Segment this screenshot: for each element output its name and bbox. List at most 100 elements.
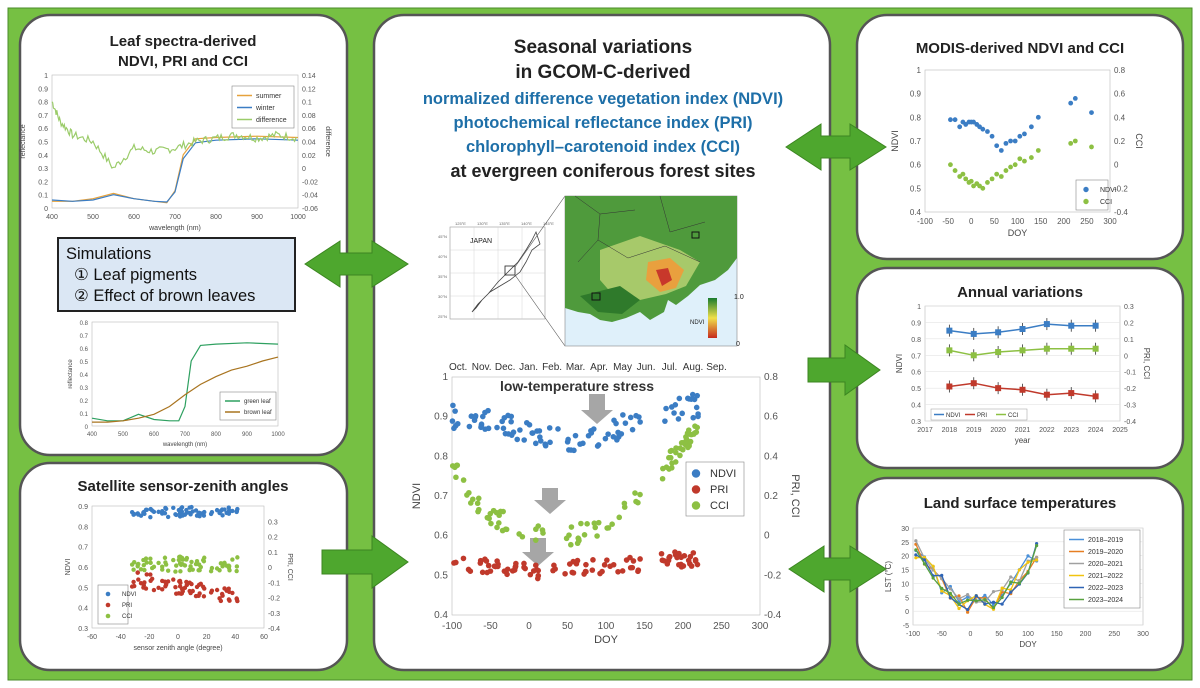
point-ndvi <box>662 418 668 424</box>
chart-seasonal-main: 0.4 0.5 0.6 0.7 0.8 0.9 1 -0.4 -0.2 0 0.2 0.4 0.6 0.8… <box>411 362 801 646</box>
point-ndvi <box>220 513 225 518</box>
point-cci <box>176 557 182 563</box>
point-cci <box>453 474 459 481</box>
point-pri <box>604 557 610 563</box>
point-cci <box>687 438 694 445</box>
point-cci <box>519 533 526 540</box>
center-title-line2: in GCOM-C-derived <box>515 62 690 83</box>
x-tick-label: -100 <box>442 621 462 632</box>
y-tick-label: 0.6 <box>911 370 921 377</box>
point-cci <box>196 562 202 567</box>
lst-point <box>991 600 996 604</box>
point-cci <box>201 559 207 564</box>
point-cci <box>568 541 574 548</box>
x-tick-label: 200 <box>1057 217 1071 226</box>
point-cci <box>208 568 214 574</box>
lat-label: 35°N <box>438 274 447 279</box>
month-label: Sep. <box>706 362 727 373</box>
legend-label: NDVI <box>122 592 137 598</box>
point-pri <box>151 587 157 593</box>
lst-point <box>922 558 927 562</box>
zenith-title: Satellite sensor-zenith angles <box>78 478 289 495</box>
point-ndvi <box>1012 138 1018 144</box>
y2-tick-label: 0.3 <box>268 519 278 526</box>
point-pri <box>680 563 687 569</box>
lst-point <box>931 576 935 580</box>
y-tick-label: 0.4 <box>911 403 921 410</box>
center-title-line1: Seasonal variations <box>514 37 692 58</box>
point-cci <box>234 568 239 574</box>
y-tick-label: 25 <box>901 540 909 547</box>
x-tick-label: 300 <box>1137 631 1149 638</box>
x-tick-label: 2021 <box>1015 427 1031 434</box>
point-pri <box>224 588 229 593</box>
legend-label: 2022–2023 <box>1088 585 1123 592</box>
point-cci <box>668 447 675 454</box>
point-ndvi <box>622 420 629 426</box>
point-ndvi <box>546 425 553 431</box>
series-brown-leaf <box>92 356 279 423</box>
point-pri <box>144 572 149 577</box>
legend-swatch <box>1083 186 1089 193</box>
chart-modis: 0.4 0.5 0.6 0.7 0.8 0.9 1 -0.4 -0.2 0 0.2 0.4 0.6 0.8… <box>890 66 1144 238</box>
lst-point <box>966 607 970 612</box>
lst-point <box>966 598 970 602</box>
point-ndvi <box>1068 100 1074 106</box>
x-tick-label: 0 <box>526 621 532 632</box>
point-ndvi <box>165 514 171 520</box>
chart-green-brown-leaf: 0 0.1 0.2 0.3 0.4 0.5 0.6 0.7 0.8 400 500 600 700 800… <box>68 321 285 448</box>
point-ndvi <box>526 422 533 428</box>
point-pri <box>495 561 501 568</box>
y2-tick-label: -0.4 <box>1124 419 1136 426</box>
lst-point <box>991 605 996 610</box>
marker-pri <box>946 383 953 390</box>
point-pri <box>672 552 679 558</box>
point-pri <box>178 580 183 586</box>
lst-point <box>914 548 918 552</box>
point-ndvi <box>536 428 543 434</box>
x-tick-label: 60 <box>260 634 268 641</box>
legend-label: 2023–2024 <box>1088 597 1123 604</box>
marker-pri <box>1043 391 1050 398</box>
point-ndvi <box>138 513 144 518</box>
x-tick-label: 150 <box>1034 217 1048 226</box>
y2-tick-label: -0.4 <box>1114 208 1128 217</box>
y-axis-label: NDVI <box>65 559 72 576</box>
point-pri <box>658 550 665 557</box>
point-ndvi <box>468 413 475 420</box>
point-cci <box>960 171 966 177</box>
point-cci <box>669 460 675 466</box>
marker-pri <box>1092 393 1099 400</box>
y-tick-label: 0.7 <box>38 113 48 120</box>
marker-cci <box>1092 345 1099 352</box>
point-ndvi <box>948 117 953 123</box>
x-tick-label: 50 <box>990 217 999 226</box>
x-axis-label: DOY <box>1019 640 1037 649</box>
point-cci <box>218 561 224 566</box>
lst-point <box>914 539 918 543</box>
x-tick-label: 2019 <box>966 427 982 434</box>
y2-tick-label: 0.1 <box>302 100 312 107</box>
point-ndvi <box>450 402 456 409</box>
point-pri <box>483 558 490 564</box>
point-cci <box>1035 148 1041 153</box>
legend-label: brown leaf <box>244 410 272 416</box>
y-tick-label: 0.6 <box>78 565 88 572</box>
point-pri <box>200 584 206 590</box>
point-cci <box>1072 138 1078 144</box>
point-cci <box>691 430 698 436</box>
annual-title: Annual variations <box>957 284 1083 301</box>
y2-tick-label: 0.8 <box>1114 66 1126 75</box>
point-cci <box>165 568 171 573</box>
y-tick-label: 0.6 <box>38 126 48 133</box>
stress-arrow <box>534 488 566 514</box>
marker-cci <box>1019 347 1026 354</box>
point-ndvi <box>131 512 136 517</box>
y-tick-label: 0.4 <box>38 153 48 160</box>
x-axis-label: wavelength (nm) <box>148 225 201 232</box>
y-tick-label: 0.7 <box>434 491 448 502</box>
point-cci <box>454 462 460 469</box>
point-pri <box>187 588 192 594</box>
lst-point <box>1026 560 1030 564</box>
